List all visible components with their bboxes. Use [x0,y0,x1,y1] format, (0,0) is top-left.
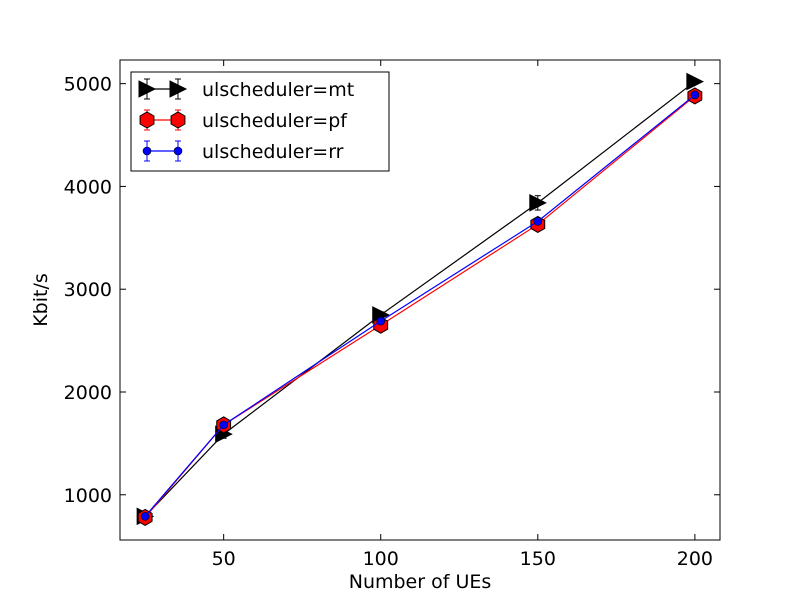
data-point [690,90,700,100]
data-point [140,512,150,521]
legend-entry: ulscheduler=pf [139,109,348,132]
plot-frame [119,59,721,541]
legend-entry: ulscheduler=mt [138,78,354,101]
legend-marker [139,111,155,129]
legend-label: ulscheduler=pf [202,110,348,132]
y-axis-label: Kbit/s [30,273,52,327]
y-tick-label: 4000 [64,176,112,198]
x-tick-label: 150 [520,548,556,570]
legend: ulscheduler=mt ulscheduler=pf ulscheduler=… [130,71,390,172]
legend-marker [169,80,188,98]
data-point [533,217,543,226]
y-tick-label: 5000 [64,74,112,96]
axes: 50 100 150 200 1000 2000 3000 4000 5000 [64,59,721,570]
y-tick-label: 3000 [64,279,112,301]
series-2 [140,90,700,521]
y-tick-label: 1000 [64,485,112,507]
x-tick-label: 200 [677,548,713,570]
legend-marker [138,80,157,98]
x-tick-label: 100 [363,548,399,570]
data-point [529,194,547,212]
data-point [376,316,386,326]
legend-label: ulscheduler=mt [202,79,354,101]
x-tick-label: 50 [212,548,236,570]
data-point [686,72,704,91]
legend-marker [142,146,152,156]
legend-marker [173,146,183,156]
y-tick-label: 2000 [64,382,112,404]
data-point [219,420,228,430]
legend-label: ulscheduler=rr [202,141,344,163]
legend-marker [170,111,186,129]
legend-entry: ulscheduler=rr [142,140,344,163]
plot-area [136,72,704,526]
x-axis-label: Number of UEs [349,571,492,593]
